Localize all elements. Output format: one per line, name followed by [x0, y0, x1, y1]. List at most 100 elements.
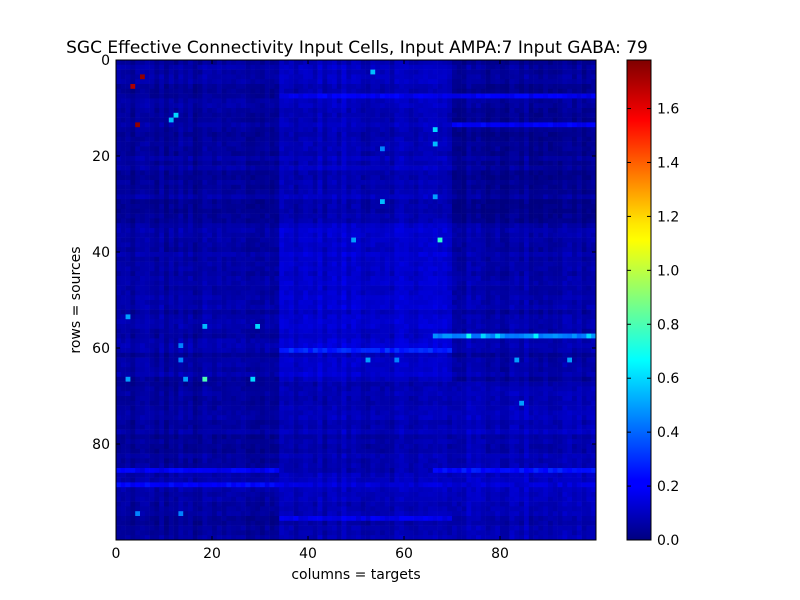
heatmap-cell [216, 165, 222, 171]
heatmap-cell [394, 74, 400, 80]
heatmap-cell [231, 237, 237, 243]
heatmap-cell [279, 290, 285, 296]
heatmap-cell [495, 160, 501, 166]
heatmap-cell [476, 271, 482, 277]
heatmap-cell [432, 146, 438, 152]
heatmap-cell [442, 285, 448, 291]
heatmap-cell [452, 237, 458, 243]
heatmap-cell [351, 285, 357, 291]
heatmap-cell [404, 170, 410, 176]
heatmap-cell [428, 180, 434, 186]
heatmap-cell [260, 84, 266, 90]
heatmap-cell [288, 74, 294, 80]
heatmap-cell [260, 69, 266, 75]
heatmap-cell [437, 122, 443, 128]
heatmap-cell [538, 280, 544, 286]
heatmap-cell [303, 84, 309, 90]
heatmap-cell [226, 136, 232, 142]
heatmap-cell [452, 74, 458, 80]
heatmap-cell [212, 64, 218, 70]
heatmap-cell [303, 79, 309, 85]
heatmap-cell [192, 141, 198, 147]
heatmap-cell [581, 127, 587, 133]
heatmap-cell [404, 64, 410, 70]
heatmap-cell [260, 285, 266, 291]
heatmap-cell [365, 165, 371, 171]
heatmap-cell [332, 242, 338, 248]
heatmap-cell [159, 165, 165, 171]
heatmap-cell [432, 84, 438, 90]
heatmap-cell [336, 213, 342, 219]
heatmap-cell [279, 242, 285, 248]
heatmap-cell [456, 242, 462, 248]
heatmap-cell [173, 213, 179, 219]
heatmap-cell [389, 160, 395, 166]
heatmap-cell [303, 60, 309, 66]
heatmap-cell [245, 103, 251, 109]
heatmap-cell [336, 180, 342, 186]
heatmap-cell [519, 170, 525, 176]
heatmap-cell [432, 132, 438, 138]
heatmap-cell [260, 213, 266, 219]
heatmap-cell [500, 261, 506, 267]
heatmap-cell [576, 280, 582, 286]
heatmap-cell [437, 74, 443, 80]
heatmap-cell [351, 252, 357, 258]
heatmap-cell [120, 141, 126, 147]
heatmap-cell [178, 256, 184, 262]
heatmap-cell [312, 252, 318, 258]
heatmap-cell [413, 84, 419, 90]
heatmap-cell [120, 74, 126, 80]
heatmap-cell [399, 285, 405, 291]
heatmap-cell [557, 204, 563, 210]
heatmap-cell [173, 151, 179, 157]
heatmap-cell [447, 132, 453, 138]
heatmap-cell [250, 247, 256, 253]
heatmap-cell [226, 290, 232, 296]
heatmap-cell [528, 184, 534, 190]
heatmap-cell [399, 256, 405, 262]
heatmap-cell [159, 204, 165, 210]
heatmap-cell [298, 290, 304, 296]
heatmap-cell [384, 122, 390, 128]
heatmap-cell [394, 252, 400, 258]
heatmap-cell [327, 112, 333, 118]
heatmap-cell [576, 84, 582, 90]
heatmap-cell [495, 132, 501, 138]
heatmap-cell [384, 223, 390, 229]
heatmap-cell [370, 74, 376, 80]
heatmap-cell [384, 141, 390, 147]
heatmap-cell [524, 261, 530, 267]
heatmap-cell [428, 122, 434, 128]
heatmap-cell [284, 103, 290, 109]
heatmap-cell [341, 69, 347, 75]
heatmap-cell [524, 242, 530, 248]
heatmap-cell [298, 237, 304, 243]
heatmap-cell [279, 232, 285, 238]
heatmap-cell [308, 141, 314, 147]
heatmap-cell [476, 266, 482, 272]
heatmap-cell [130, 122, 136, 128]
heatmap-cell [552, 285, 558, 291]
heatmap-cell [322, 136, 328, 142]
heatmap-cell [303, 156, 309, 162]
heatmap-cell [552, 280, 558, 286]
heatmap-cell [159, 79, 165, 85]
heatmap-cell [528, 180, 534, 186]
heatmap-cell [500, 242, 506, 248]
heatmap-cell [495, 290, 501, 296]
heatmap-cell [519, 156, 525, 162]
heatmap-cell [495, 93, 501, 99]
heatmap-cell [140, 261, 146, 267]
heatmap-cell [293, 117, 299, 123]
heatmap-cell [586, 223, 592, 229]
heatmap-cell [471, 271, 477, 277]
heatmap-cell [269, 232, 275, 238]
heatmap-cell [591, 64, 597, 70]
heatmap-cell [504, 165, 510, 171]
heatmap-cell [120, 122, 126, 128]
heatmap-cell [437, 204, 443, 210]
heatmap-cell [154, 199, 160, 205]
heatmap-cell [284, 208, 290, 214]
heatmap-cell [423, 285, 429, 291]
